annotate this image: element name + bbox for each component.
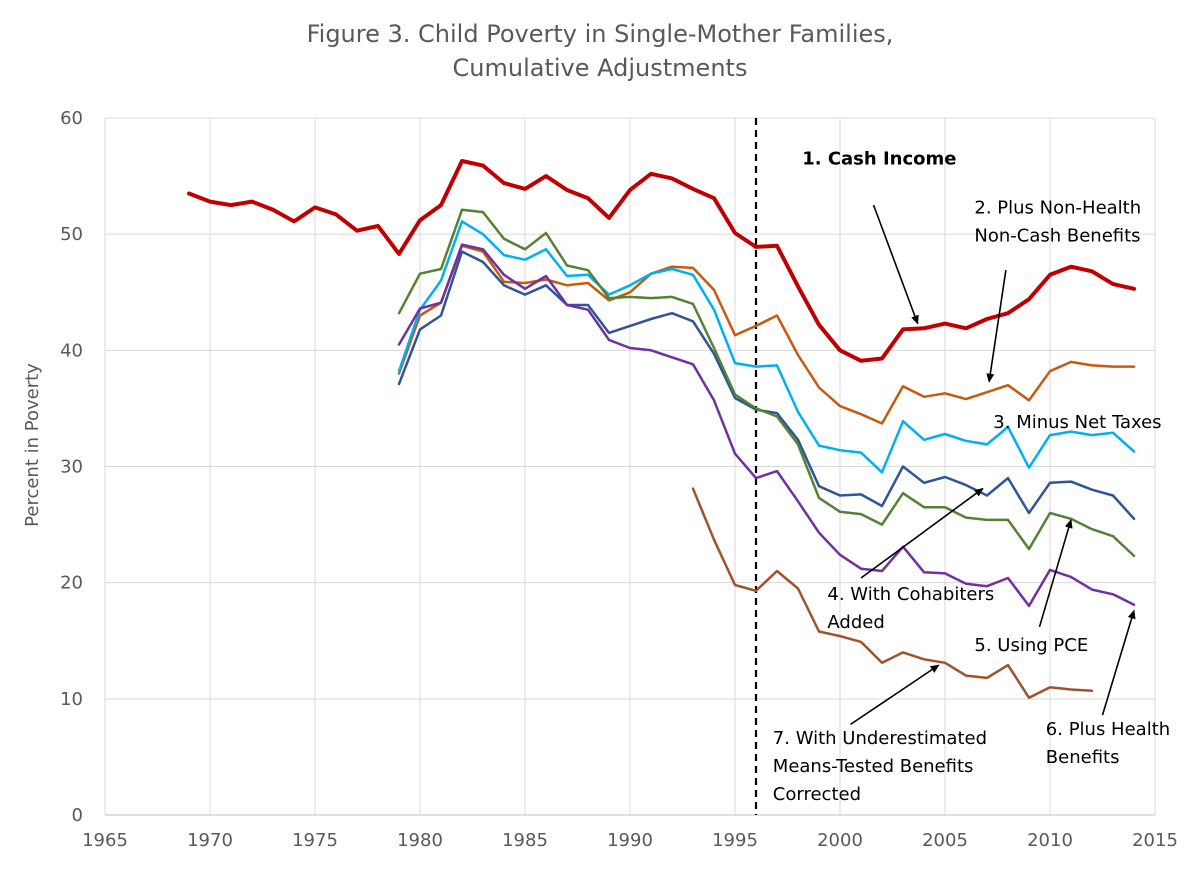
annotation-arrow-2-plus-non-health-non-cash-benefits: [986, 270, 1007, 383]
annotation-label-1-cash-income: 1. Cash Income: [802, 148, 956, 169]
annotation-label-5-using-pce: 5. Using PCE: [974, 635, 1088, 656]
annotation-arrow-5-using-pce: [1038, 518, 1073, 628]
annotation-arrow-1-cash-income: [872, 204, 919, 325]
x-tick-label: 1985: [502, 830, 548, 851]
annotation-label-4-with-cohabiters-added: Added: [827, 612, 884, 633]
annotation-arrow-6-plus-health-benefits: [1101, 609, 1136, 716]
annotation-arrow-4-with-cohabiters-added: [860, 487, 984, 579]
annotation-label-4-with-cohabiters-added: 4. With Cohabiters: [827, 584, 994, 605]
series-line-2-plus-non-health-non-cash-benefits: [397, 244, 1136, 425]
series-line-4-with-cohabiters-added: [397, 250, 1136, 521]
y-tick-label: 30: [60, 457, 83, 478]
y-tick-label: 50: [60, 224, 83, 245]
gridlines: [104, 117, 1156, 816]
x-tick-label: 1995: [712, 830, 758, 851]
series-line-6-plus-health-benefits: [397, 243, 1136, 608]
series-line-1-cash-income: [187, 159, 1136, 363]
annotation-label-7-with-underestimated-means-tested-benefits-corrected: Means-Tested Benefits: [773, 756, 974, 777]
x-tick-label: 2010: [1027, 830, 1073, 851]
x-tick-label: 1975: [292, 830, 338, 851]
annotation-label-7-with-underestimated-means-tested-benefits-corrected: 7. With Underestimated: [773, 728, 987, 749]
annotation-arrow-7-with-underestimated-means-tested-benefits-corrected: [850, 664, 940, 726]
series-line-7-with-underestimated-means-tested-benefits-corrected: [691, 487, 1094, 699]
x-tick-label: 2015: [1132, 830, 1178, 851]
x-tick-label: 2005: [922, 830, 968, 851]
chart-title-line-2: Cumulative Adjustments: [453, 54, 748, 82]
series-line-3-minus-net-taxes: [397, 220, 1136, 474]
x-tick-label: 1990: [607, 830, 653, 851]
annotations: 1. Cash Income 2. Plus Non-Health Non-Cash…: [773, 148, 1170, 805]
annotation-label-6-plus-health-benefits: Benefits: [1046, 747, 1120, 768]
chart-title: Figure 3. Child Poverty in Single-Mother…: [307, 20, 894, 82]
y-tick-label: 20: [60, 573, 83, 594]
annotation-label-2-plus-non-health-non-cash-benefits: Non-Cash Benefits: [974, 225, 1140, 246]
axes: 0 10 20 30 40 50 60 1965 1970 1975 1980 1985 1990 199…: [60, 108, 1178, 851]
annotation-label-6-plus-health-benefits: 6. Plus Health: [1046, 719, 1170, 740]
annotation-label-7-with-underestimated-means-tested-benefits-corrected: Corrected: [773, 784, 861, 805]
y-tick-label: 40: [60, 340, 83, 361]
x-tick-label: 2000: [817, 830, 863, 851]
y-tick-label: 0: [72, 805, 83, 826]
series-line-5-using-pce: [397, 208, 1136, 558]
y-tick-label: 10: [60, 689, 83, 710]
annotation-label-2-plus-non-health-non-cash-benefits: 2. Plus Non-Health: [974, 197, 1141, 218]
y-tick-label: 60: [60, 108, 83, 129]
series-group: [187, 159, 1136, 699]
y-axis-label: Percent in Poverty: [22, 363, 43, 527]
x-tick-label: 1970: [187, 830, 233, 851]
x-tick-label: 1965: [82, 830, 128, 851]
x-tick-label: 1980: [397, 830, 443, 851]
chart-title-line-1: Figure 3. Child Poverty in Single-Mother…: [307, 20, 894, 48]
annotation-label-3-minus-net-taxes: 3. Minus Net Taxes: [993, 412, 1161, 433]
